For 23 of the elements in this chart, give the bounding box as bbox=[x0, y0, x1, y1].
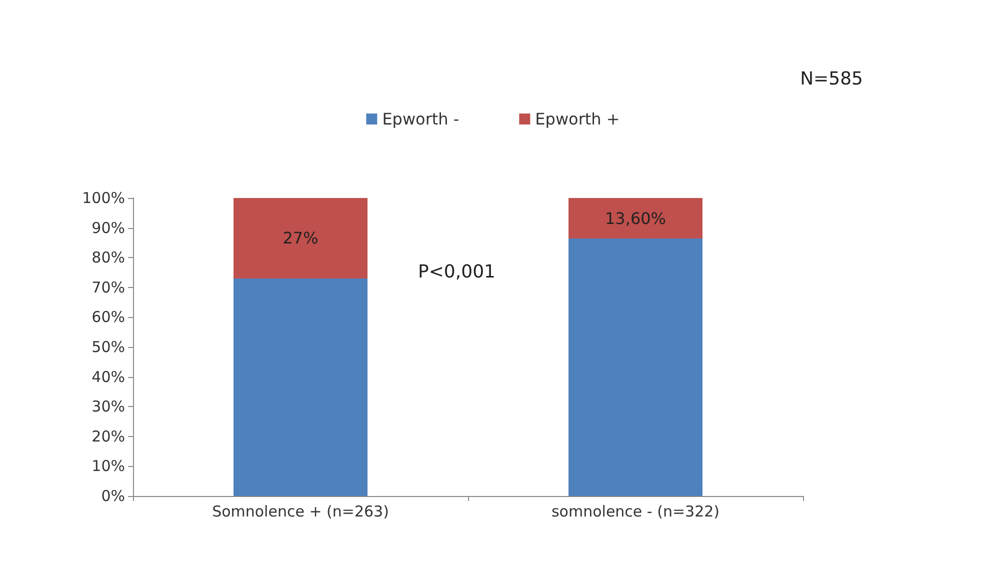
y-tick-label: 60% bbox=[92, 308, 125, 326]
x-tick-label: somnolence - (n=322) bbox=[551, 502, 720, 520]
y-tick-label: 40% bbox=[92, 368, 125, 386]
y-tick-label: 100% bbox=[82, 189, 125, 207]
bar bbox=[234, 198, 368, 278]
y-tick-label: 0% bbox=[101, 487, 125, 505]
y-tick-label: 30% bbox=[92, 398, 125, 416]
bar bbox=[568, 198, 702, 239]
text: N=585 bbox=[800, 68, 864, 90]
bar bbox=[568, 238, 702, 496]
y-tick-label: 70% bbox=[92, 278, 125, 296]
y-tick-label: 50% bbox=[92, 338, 125, 356]
data-label: 13,60% bbox=[604, 208, 666, 228]
y-tick-label: 90% bbox=[92, 218, 125, 237]
x-tick-label: Somnolence + (n=263) bbox=[212, 502, 389, 520]
data-label: 27% bbox=[282, 228, 318, 248]
legend-label: Epworth + bbox=[535, 110, 620, 128]
y-tick-label: 20% bbox=[92, 427, 125, 446]
legend-label: Epworth - bbox=[382, 110, 460, 128]
bar bbox=[234, 278, 368, 496]
y-tick-label: 10% bbox=[92, 457, 125, 476]
annotation: P<0,001 bbox=[418, 262, 496, 282]
y-tick-label: 80% bbox=[92, 248, 125, 267]
